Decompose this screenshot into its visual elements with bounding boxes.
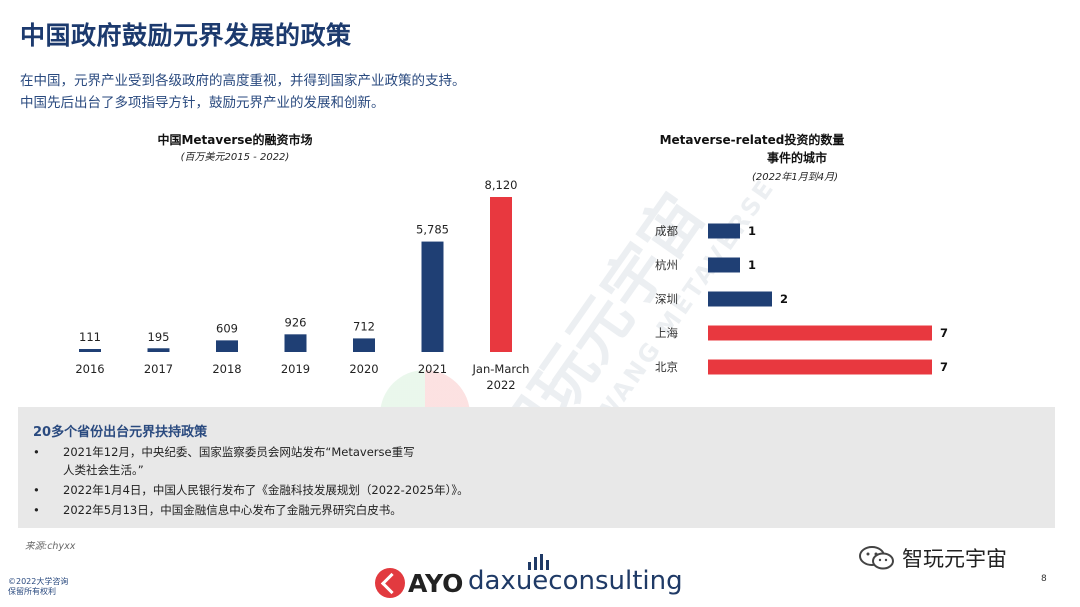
policy-item: • 2022年5月13日，中国金融信息中心发布了金融元界研究白皮书。	[30, 501, 1030, 519]
copyright-line-2: 保留所有权利	[8, 587, 56, 596]
data-label: 2	[780, 292, 788, 306]
daxue-logo: daxueconsulting	[468, 554, 683, 596]
policy-box: 20多个省份出台元界扶持政策 • 2021年12月，中央纪委、国家监察委员会网站…	[18, 407, 1055, 528]
x-tick-label: 2018	[212, 362, 241, 376]
x-tick-label: 2021	[418, 362, 447, 376]
policy-item-text: 2022年1月4日，中国人民银行发布了《金融科技发展规划（2022-2025年）…	[63, 483, 469, 497]
y-tick-label: 北京	[655, 360, 678, 374]
bullet: •	[33, 483, 40, 497]
chart-subtitle: (百万美元2015 - 2022)	[181, 151, 290, 163]
ayo-logo-text: AYO	[408, 568, 464, 598]
x-tick-label: 2019	[281, 362, 310, 376]
bullet: •	[33, 503, 40, 517]
policy-item-text-cont: 人类社会生活。”	[63, 463, 144, 477]
funding-bar-chart: 中国Metaverse的融资市场 (百万美元2015 - 2022) 111 2016…	[75, 132, 530, 392]
ayo-logo: AYO	[375, 568, 463, 598]
bar	[79, 349, 101, 352]
bar	[708, 291, 772, 307]
chart-title: 事件的城市	[767, 150, 827, 165]
y-tick-label: 上海	[655, 326, 678, 340]
bar	[708, 325, 932, 341]
bar	[216, 340, 238, 352]
x-tick-label: 2022	[486, 378, 515, 392]
y-tick-label: 成都	[655, 224, 678, 238]
wechat-account-name: 智玩元宇宙	[902, 547, 1007, 571]
data-label: 7	[940, 326, 948, 340]
bar	[490, 197, 512, 352]
wechat-icon	[859, 546, 894, 570]
data-label: 8,120	[485, 178, 518, 192]
chart-title: Metaverse-related投资的数量	[660, 132, 845, 147]
bar	[708, 223, 740, 239]
wechat-account: 智玩元宇宙	[858, 543, 1007, 573]
intro-line-2: 中国先后出台了多项指导方针，鼓励元界产业的发展和创新。	[20, 95, 385, 111]
intro-line-1: 在中国，元界产业受到各级政府的高度重视，并得到国家产业政策的支持。	[20, 73, 466, 89]
daxue-bars-icon	[528, 554, 549, 570]
data-label: 5,785	[416, 223, 449, 237]
policy-item: • 2022年1月4日，中国人民银行发布了《金融科技发展规划（2022-2025…	[30, 481, 1030, 499]
chart-title: 中国Metaverse的融资市场	[157, 132, 312, 147]
daxue-logo-text: daxueconsulting	[468, 566, 683, 596]
policy-item-text: 2022年5月13日，中国金融信息中心发布了金融元界研究白皮书。	[63, 503, 402, 517]
intro-text: 在中国，元界产业受到各级政府的高度重视，并得到国家产业政策的支持。 中国先后出台…	[20, 70, 740, 114]
x-tick-label: 2016	[75, 362, 104, 376]
y-tick-label: 杭州	[655, 258, 678, 272]
page-title: 中国政府鼓励元界发展的政策	[20, 21, 352, 50]
policy-title: 20多个省份出台元界扶持政策	[33, 425, 208, 440]
copyright-line-1: ©2022大学咨询	[8, 577, 69, 586]
bar	[708, 257, 740, 273]
bar	[708, 359, 932, 375]
source-note: 来源:chyxx	[25, 541, 76, 552]
x-tick-label: 2017	[144, 362, 173, 376]
data-label: 195	[148, 330, 170, 344]
policy-item-text: 2021年12月，中央纪委、国家监察委员会网站发布“Metaverse重写	[63, 445, 415, 459]
bar	[353, 338, 375, 352]
data-label: 111	[79, 330, 101, 344]
ayo-badge-icon	[375, 568, 405, 598]
x-tick-label: Jan-March	[472, 362, 530, 376]
page-number: 8	[1041, 574, 1047, 584]
data-label: 1	[748, 258, 756, 272]
data-label: 609	[216, 321, 238, 335]
chart-subtitle: (2022年1月到4月)	[752, 171, 838, 183]
copyright: ©2022大学咨询 保留所有权利	[8, 577, 68, 597]
data-label: 926	[285, 315, 307, 329]
x-tick-label: 2020	[349, 362, 378, 376]
bar	[421, 241, 444, 352]
policy-list: • 2021年12月，中央纪委、国家监察委员会网站发布“Metaverse重写 …	[30, 443, 1030, 519]
data-label: 1	[748, 224, 756, 238]
data-label: 712	[353, 319, 375, 333]
bullet: •	[33, 445, 40, 459]
y-tick-label: 深圳	[655, 292, 678, 306]
policy-item: • 2021年12月，中央纪委、国家监察委员会网站发布“Metaverse重写 …	[30, 443, 1030, 479]
data-label: 7	[940, 360, 948, 374]
bar	[284, 334, 307, 352]
bar	[147, 348, 170, 352]
